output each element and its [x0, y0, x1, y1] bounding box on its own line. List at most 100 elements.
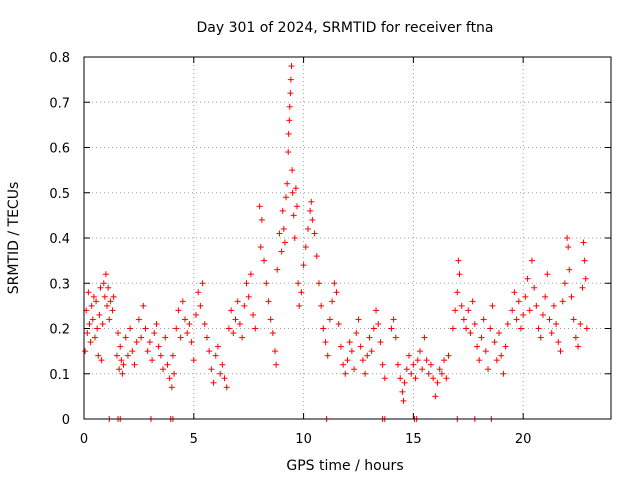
data-point [311, 230, 318, 237]
data-point [550, 302, 557, 309]
data-point [329, 298, 336, 305]
data-point [169, 352, 176, 359]
data-point [171, 370, 178, 377]
data-point [188, 339, 195, 346]
data-point [124, 352, 131, 359]
data-point [565, 244, 572, 251]
data-point [455, 257, 462, 264]
data-point [117, 343, 124, 350]
data-point [566, 266, 573, 273]
data-point [414, 357, 421, 364]
data-point [373, 307, 380, 314]
y-tick-label: 0.6 [49, 142, 70, 157]
data-point [564, 235, 571, 241]
data-point [304, 225, 311, 232]
data-point [175, 307, 182, 314]
y-tick-label: 0.2 [49, 323, 70, 338]
data-point [308, 198, 315, 205]
grid-lines [84, 57, 611, 419]
data-point [285, 149, 292, 156]
data-point [256, 203, 263, 210]
data-point [206, 348, 213, 355]
data-point [375, 320, 382, 327]
data-point [166, 375, 173, 382]
data-point [104, 302, 111, 309]
data-point [326, 316, 333, 323]
data-point [392, 334, 399, 341]
data-point [357, 343, 364, 350]
data-point [427, 361, 434, 368]
data-point [265, 298, 272, 305]
y-tick-label: 0.7 [49, 96, 70, 111]
data-point [228, 307, 235, 314]
data-point [120, 361, 127, 368]
data-point [190, 357, 197, 364]
data-point [93, 298, 100, 305]
data-point [98, 357, 105, 364]
data-point [182, 316, 189, 323]
data-point [89, 316, 96, 323]
data-point [135, 316, 142, 323]
data-point [463, 325, 470, 332]
data-point [88, 302, 95, 309]
data-point [583, 325, 590, 332]
data-point [388, 325, 395, 332]
data-point [580, 239, 587, 246]
data-point [155, 343, 162, 350]
data-point [230, 330, 237, 337]
data-point [351, 366, 358, 373]
data-point [257, 244, 264, 251]
data-point [140, 302, 147, 309]
data-point [151, 330, 158, 337]
data-point [261, 257, 268, 264]
data-point [476, 357, 483, 364]
data-point [239, 334, 246, 341]
data-point [177, 334, 184, 341]
data-point [559, 298, 566, 305]
data-point [273, 361, 280, 368]
y-tick-labels: 0 0.1 0.2 0.3 0.4 0.5 0.6 0.7 0.8 [49, 51, 70, 428]
data-point [561, 280, 568, 287]
data-point [423, 357, 430, 364]
data-point [487, 325, 494, 332]
data-point [116, 366, 123, 373]
data-point [581, 257, 588, 264]
data-point [526, 307, 533, 314]
data-point [344, 357, 351, 364]
data-point [278, 248, 285, 255]
y-tick-label: 0 [62, 413, 70, 428]
data-point [247, 271, 254, 278]
data-point [286, 117, 293, 124]
data-point [542, 293, 549, 300]
data-point [86, 320, 93, 327]
data-point [366, 334, 373, 341]
data-point [555, 339, 562, 346]
data-point [212, 352, 219, 359]
data-point [217, 370, 224, 377]
data-point [535, 325, 542, 332]
data-point [478, 334, 485, 341]
data-point [491, 339, 498, 346]
data-point [362, 370, 369, 377]
x-tick-label: 10 [295, 432, 312, 447]
data-point [115, 330, 122, 337]
data-point [287, 76, 294, 83]
data-point [168, 384, 175, 391]
data-point [173, 325, 180, 332]
data-point [272, 348, 279, 355]
x-tick-labels: 0 5 10 15 20 [80, 432, 532, 447]
data-point [544, 271, 551, 278]
data-point [210, 379, 217, 386]
data-point [138, 334, 145, 341]
data-point [107, 298, 114, 305]
data-point [241, 302, 248, 309]
data-point [258, 216, 265, 223]
data-point [557, 348, 564, 355]
data-point [509, 307, 516, 314]
data-point [276, 230, 283, 237]
data-point [296, 302, 303, 309]
data-point [225, 325, 232, 332]
data-point [315, 280, 322, 287]
data-point [288, 63, 295, 70]
data-point [101, 293, 108, 300]
